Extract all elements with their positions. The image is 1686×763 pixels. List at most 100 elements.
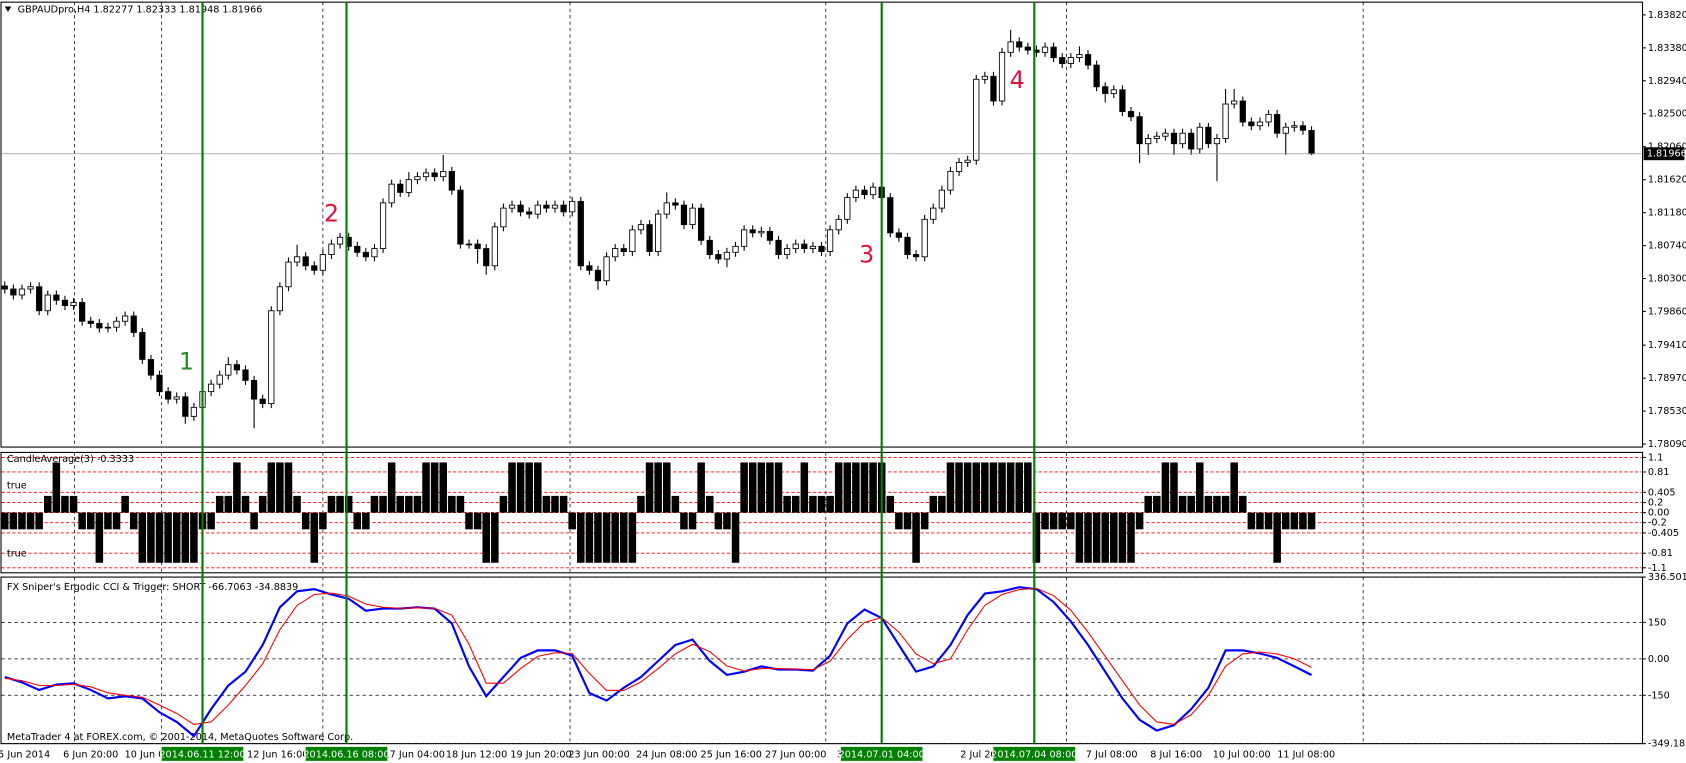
candle-body [723,251,731,260]
candle-body [1162,132,1169,137]
candle-body [1041,46,1049,53]
candle-body [1291,125,1298,128]
histogram-bar [61,495,69,513]
annotation: 4 [1010,66,1025,94]
histogram-bar [809,495,817,513]
candle-body [1170,132,1178,145]
candle-body [594,269,602,282]
annotation: 3 [859,240,874,268]
candle-body [1024,46,1031,51]
candle-body [698,207,705,241]
candle-body [465,243,473,246]
histogram-bar [1075,512,1084,563]
candle-body [1110,89,1117,94]
y-tick-label: 1.83380 [1648,43,1686,54]
candle-body [912,254,920,258]
candle-body [1145,138,1152,145]
marker-date: 2014.06.11 12:00 [159,749,245,760]
candle-body [517,204,524,213]
histogram-bar [1281,512,1290,530]
histogram-bar [783,495,791,513]
candle-body [732,245,739,253]
indicator-line [4,586,1313,738]
y-tick-label: 1.79860 [1648,306,1686,317]
candle-body [1248,121,1255,127]
candle-body [336,236,344,245]
candle-body [818,245,825,252]
histogram-bar [1187,495,1195,513]
candle-body [242,369,249,381]
histogram-bar [1153,495,1161,513]
candle-body [646,224,653,252]
candle-body [586,265,593,271]
histogram-bar [585,512,594,563]
histogram-bar [654,462,662,513]
candle-body [663,202,670,215]
histogram-bar [422,462,430,513]
x-tick-label: 2 Jul 20 [960,749,996,760]
histogram-bar [1247,512,1256,530]
y-tick-label: 0.405 [1648,487,1676,498]
histogram-bar [1084,512,1092,563]
histogram-bar [645,462,654,513]
candle-body [629,229,636,252]
indicator-flag: true [7,548,27,559]
y-tick-label: 1.1 [1648,452,1663,463]
chart-title: GBPAUDpro,H4 1.82277 1.82333 1.81948 1.8… [18,5,263,16]
price-label-box [1643,147,1685,161]
histogram-bar [1170,462,1178,513]
histogram-bar [1290,512,1299,530]
histogram-bar [542,495,551,513]
histogram-bar [929,495,938,513]
candle-body [483,248,490,267]
candle-body [706,239,713,255]
candle-body [620,248,627,252]
histogram-bar [981,462,989,513]
candle-body [405,179,412,193]
candle-body [1222,103,1229,139]
histogram-bar [1299,512,1307,530]
histogram-bar [559,495,568,513]
candle-body [749,229,756,234]
candle-body [422,172,430,178]
candle-body [285,261,292,288]
candle-body [861,189,868,196]
y-tick-label: 150 [1648,617,1666,628]
histogram-bar [955,462,963,513]
y-tick-label: -0.81 [1648,548,1673,559]
marker-date-box [305,746,388,761]
candle-body [311,265,318,271]
candle-body [869,186,877,196]
candle-body [543,204,550,209]
histogram-bar [26,512,35,530]
histogram-bar [577,512,585,563]
histogram-bar [723,512,731,530]
histogram-bar [387,462,396,513]
histogram-bar [714,512,723,530]
candle-body [715,254,722,260]
candle-body [809,245,817,249]
histogram-bar [662,462,671,513]
candle-body [113,320,120,328]
x-tick-label: 23 Jun 00:00 [568,749,629,760]
histogram-bar [95,512,104,563]
y-tick-label: 1.83820 [1648,10,1686,21]
histogram-bar [473,512,482,530]
candle-body [233,364,241,371]
histogram-bar [181,512,190,563]
candle-body [551,204,559,209]
candle-body [1084,54,1092,66]
candle-body [569,200,576,213]
candle-body [1016,41,1023,48]
histogram-bar [1196,462,1204,513]
candle-body [930,207,937,220]
candle-body [766,230,774,241]
annotation: 1 [179,348,194,376]
indicator-line [4,587,1312,725]
histogram-bar [1221,495,1230,513]
histogram-bar [1264,512,1273,530]
y-tick-label: 1.81620 [1648,175,1686,186]
histogram-bar [18,512,26,530]
candle-body [44,294,51,312]
